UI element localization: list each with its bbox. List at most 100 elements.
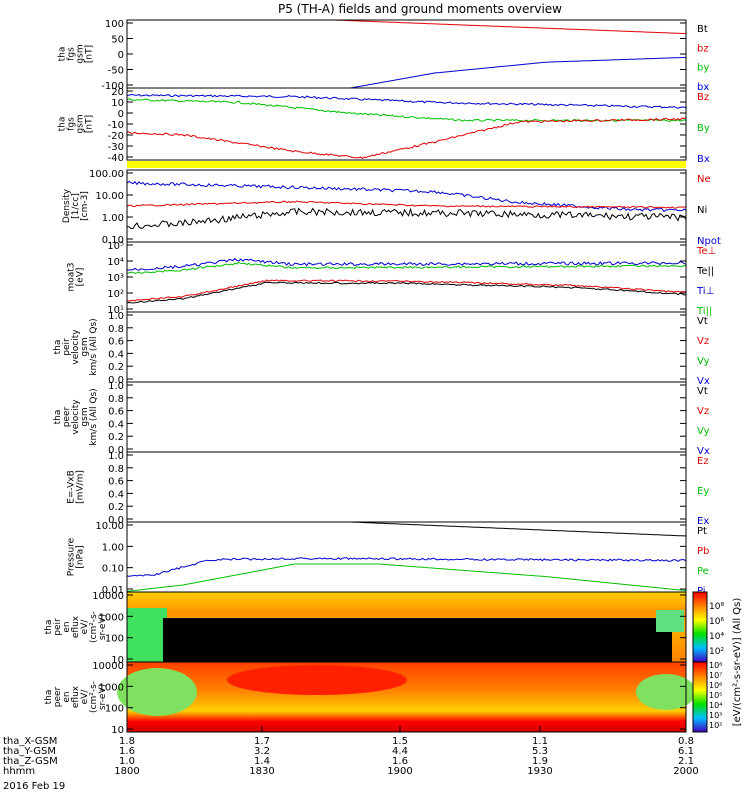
colorbar-tick: 10⁶ (709, 681, 722, 690)
footer-row-label: hhmm (3, 766, 35, 777)
y-axis-label-line: [nT] (85, 115, 95, 133)
y-axis-label-line: peir (53, 618, 63, 636)
y-axis-label-line: E=-VxB (67, 470, 77, 504)
y-tick-label: 10000 (92, 661, 124, 672)
colorbar-tick: 10² (709, 647, 724, 657)
footer-value: 3.2 (254, 746, 270, 757)
spectrogram-green-patch-right (636, 674, 696, 710)
y-tick-label: 0.4 (108, 349, 124, 360)
y-tick-label: -30 (108, 142, 124, 153)
y-tick-label: 0.10 (102, 235, 124, 246)
panel-peir_spec: 10000 1000 100 10 tha peir en eflux eV/(cm²-s-sr… (44, 591, 687, 666)
y-axis-label-line: gsm (80, 337, 90, 356)
y-axis-label-line: (cm²-s- (89, 611, 99, 643)
spectrogram-black-region (163, 618, 672, 662)
y-tick-label: 1.00 (102, 213, 124, 224)
data-availability-bar (127, 161, 686, 168)
y-tick-label: 0.0 (108, 515, 124, 526)
y-tick-label: 1000 (99, 612, 124, 623)
colorbar-label: [eV/(cm²-s-sr-eV)] (All Qs) (732, 598, 743, 727)
legend-entry: Vy (697, 356, 710, 367)
series-line-bz (127, 19, 687, 35)
series-line-Ti⊥ (126, 257, 687, 271)
footer-value: 2000 (673, 766, 698, 777)
y-axis-label: Pressure [nPa] (67, 537, 86, 576)
spectrogram-green-patch (127, 608, 167, 662)
legend-entry: Ey (697, 486, 709, 497)
legend-entry: By (697, 123, 710, 134)
footer-value: 1930 (527, 766, 552, 777)
panel-peer_spec: 10000 1000 100 10 tha peer en eflux eV/(cm²-s-sr… (44, 661, 696, 736)
y-axis-label: tha fgs gsm [nT] (58, 44, 95, 63)
legend-entry: Pe (697, 566, 709, 577)
y-tick-label: 0.6 (108, 337, 124, 348)
y-axis-label-line: [nT] (85, 45, 95, 63)
series-line-Te|| (126, 281, 687, 304)
panel-temp: 10⁵ 10⁴ 10³ 10² 10¹ moat3 [eV] Te⊥ Te|| Ti⊥ Ti|| (67, 241, 717, 317)
y-axis-label-line: tha (53, 410, 63, 425)
y-axis-label-line: velocity (71, 329, 81, 365)
legend-entry: Te|| (696, 266, 714, 277)
footer-row-label: tha_Z-GSM (3, 756, 58, 767)
legend-entry: Vx (697, 376, 710, 387)
y-axis-label-line: sr-eV) (98, 684, 108, 710)
legend-entry: by (697, 63, 709, 74)
y-axis-label-line: eflux (71, 685, 81, 708)
y-axis-label: tha peir velocity gsm km/s (All Qs) (53, 318, 99, 375)
y-tick-label: 50 (111, 35, 124, 46)
colorbar-tick: 10⁶ (709, 617, 724, 627)
colorbar-upper (692, 591, 708, 663)
y-tick-label: 1.0 (108, 451, 124, 462)
colorbar-tick: 10⁴ (709, 632, 724, 642)
y-tick-label: -100 (101, 81, 124, 92)
footer-value: 1.0 (119, 756, 135, 767)
panel-efield: 1.0 0.8 0.60.4 0.2 0.0 E=-VxB [mV/m] Ez Ey Ex (67, 451, 710, 527)
footer-value: 1800 (114, 766, 139, 777)
footer-value: 1.9 (532, 756, 548, 767)
y-axis-label-line: km/s (All Qs) (89, 388, 99, 445)
legend-entry: Bt (697, 24, 708, 35)
series-line-By (126, 98, 687, 123)
y-axis-label-line: [eV] (76, 268, 86, 287)
series-line-Pt (127, 521, 687, 537)
y-axis-label: tha peir en eflux eV/(cm²-s-sr-eV) (44, 611, 108, 643)
y-axis-label-line: eV/ (80, 619, 90, 635)
y-tick-label: 0.4 (108, 489, 124, 500)
legend-entry: Vx (697, 446, 710, 457)
legend-entry: bx (697, 82, 709, 93)
panel-fgs_gsm: 100 50 0 -50 -100 tha fgs gsm [nT] Bt bz by bx (58, 19, 710, 93)
series-line-Bx (126, 93, 687, 109)
y-tick-label: 100 (105, 704, 124, 715)
y-axis-label-line: (cm²-s- (89, 681, 99, 713)
spectrogram-green-patch-right (656, 610, 684, 632)
footer-value: 1.5 (392, 736, 408, 747)
legend-entry: Ez (697, 456, 709, 467)
footer-value: 5.3 (532, 746, 548, 757)
series-line-Pi (126, 557, 687, 577)
series-line-bx (127, 56, 687, 89)
y-axis-label: tha fgs gsm [nT] (58, 114, 95, 133)
y-axis-label-line: tha (44, 690, 54, 705)
y-axis-label-line: fgs (67, 47, 77, 61)
y-tick-label: 10⁵ (107, 241, 124, 252)
y-tick-label: -10 (108, 120, 124, 131)
y-axis-label-line: fgs (67, 117, 77, 131)
y-tick-label: 1.0 (108, 311, 124, 322)
y-axis-label-line: tha (44, 620, 54, 635)
y-axis-label-line: sr-eV) (98, 614, 108, 640)
footer-date: 2016 Feb 19 (3, 781, 65, 792)
footer-value: 1.7 (254, 736, 270, 747)
y-axis-label-line: peer (62, 406, 72, 427)
y-tick-label: -20 (108, 131, 124, 142)
legend-entry: Vz (697, 336, 709, 347)
y-axis-label-line: Pressure (67, 537, 77, 576)
y-axis-label-line: [cm-3] (80, 191, 90, 221)
y-axis-label-line: peer (53, 686, 63, 707)
y-axis-label-line: [nPa] (76, 545, 86, 568)
colorbar-tick: 10⁵ (709, 691, 722, 700)
colorbar-tick: 10³ (709, 711, 722, 720)
y-tick-label: 0.0 (108, 445, 124, 456)
